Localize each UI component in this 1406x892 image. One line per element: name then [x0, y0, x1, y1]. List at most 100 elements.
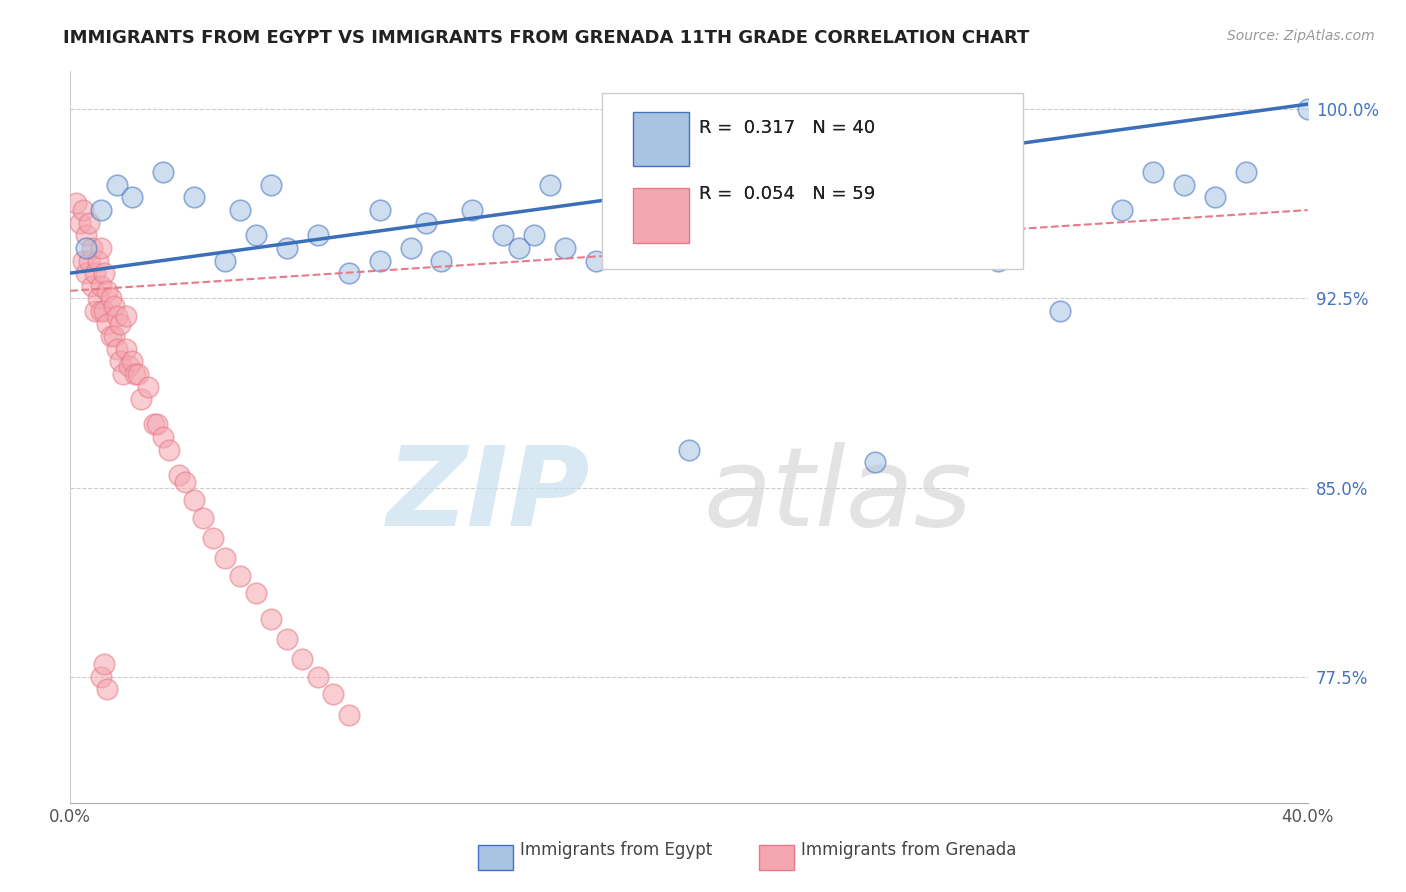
Point	[90, 670, 112, 684]
FancyBboxPatch shape	[633, 188, 689, 244]
Text: R =  0.317   N = 40: R = 0.317 N = 40	[699, 119, 875, 136]
Point	[492, 228, 515, 243]
Point	[229, 203, 252, 218]
Point	[678, 442, 700, 457]
Point	[276, 241, 298, 255]
Point	[322, 687, 344, 701]
Point	[75, 266, 97, 280]
Point	[193, 510, 215, 524]
Point	[925, 178, 948, 192]
Point	[136, 379, 159, 393]
Point	[127, 367, 149, 381]
Point	[90, 278, 112, 293]
Point	[245, 228, 267, 243]
Point	[105, 309, 128, 323]
Point	[65, 195, 87, 210]
Point	[108, 354, 131, 368]
Text: atlas: atlas	[703, 442, 972, 549]
Point	[77, 216, 100, 230]
Point	[87, 253, 110, 268]
Text: R =  0.317   N = 40: R = 0.317 N = 40	[699, 119, 875, 136]
Point	[105, 178, 128, 192]
Point	[96, 284, 118, 298]
Point	[93, 304, 115, 318]
Point	[740, 228, 762, 243]
Point	[1296, 102, 1319, 116]
Point	[77, 253, 100, 268]
Point	[75, 228, 97, 243]
Point	[111, 367, 134, 381]
Point	[291, 652, 314, 666]
Point	[523, 228, 546, 243]
Point	[90, 241, 112, 255]
Point	[108, 317, 131, 331]
Point	[96, 317, 118, 331]
Point	[90, 304, 112, 318]
Point	[260, 178, 283, 192]
Point	[554, 241, 576, 255]
Point	[183, 493, 205, 508]
Point	[124, 367, 146, 381]
Point	[121, 190, 143, 204]
Point	[276, 632, 298, 646]
Point	[80, 241, 103, 255]
Point	[118, 359, 141, 374]
Point	[131, 392, 153, 407]
Point	[399, 241, 422, 255]
Point	[508, 241, 530, 255]
Point	[87, 291, 110, 305]
Point	[307, 670, 329, 684]
Text: Immigrants from Grenada: Immigrants from Grenada	[801, 841, 1017, 859]
Point	[214, 551, 236, 566]
Point	[146, 417, 169, 432]
Point	[183, 190, 205, 204]
Point	[173, 475, 195, 490]
Point	[142, 417, 165, 432]
Point	[461, 203, 484, 218]
Point	[1204, 190, 1226, 204]
Text: Source: ZipAtlas.com: Source: ZipAtlas.com	[1227, 29, 1375, 43]
Point	[801, 203, 824, 218]
Point	[337, 266, 360, 280]
Point	[538, 178, 561, 192]
Text: Immigrants from Egypt: Immigrants from Egypt	[520, 841, 713, 859]
Point	[72, 203, 94, 218]
Point	[100, 329, 122, 343]
Point	[863, 455, 886, 469]
Point	[80, 278, 103, 293]
Point	[96, 682, 118, 697]
Point	[260, 612, 283, 626]
Point	[201, 531, 224, 545]
FancyBboxPatch shape	[633, 112, 689, 167]
Point	[647, 216, 669, 230]
Point	[72, 253, 94, 268]
Point	[1111, 203, 1133, 218]
Point	[307, 228, 329, 243]
Text: IMMIGRANTS FROM EGYPT VS IMMIGRANTS FROM GRENADA 11TH GRADE CORRELATION CHART: IMMIGRANTS FROM EGYPT VS IMMIGRANTS FROM…	[63, 29, 1029, 46]
Point	[115, 342, 138, 356]
Point	[105, 342, 128, 356]
Point	[430, 253, 453, 268]
Point	[368, 253, 391, 268]
Point	[229, 569, 252, 583]
Point	[214, 253, 236, 268]
Point	[152, 165, 174, 179]
Point	[84, 266, 107, 280]
Point	[75, 241, 97, 255]
Point	[100, 291, 122, 305]
Text: ZIP: ZIP	[387, 442, 591, 549]
Point	[115, 309, 138, 323]
Point	[93, 657, 115, 671]
Point	[1049, 304, 1071, 318]
Point	[1142, 165, 1164, 179]
Point	[1234, 165, 1257, 179]
Point	[616, 228, 638, 243]
Point	[415, 216, 437, 230]
Point	[84, 304, 107, 318]
Point	[121, 354, 143, 368]
Point	[152, 430, 174, 444]
Point	[103, 299, 125, 313]
Text: R =  0.054   N = 59: R = 0.054 N = 59	[699, 185, 875, 202]
Point	[157, 442, 180, 457]
Point	[987, 253, 1010, 268]
